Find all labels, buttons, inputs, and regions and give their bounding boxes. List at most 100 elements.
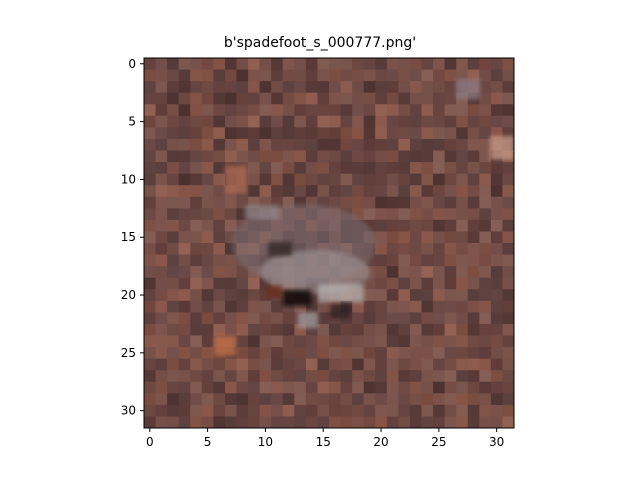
image-pixel	[340, 69, 353, 82]
image-pixel	[155, 243, 168, 256]
image-pixel	[178, 323, 191, 337]
image-pixel	[421, 370, 434, 383]
image-pixel	[294, 162, 307, 175]
image-pixel	[340, 196, 353, 209]
image-pixel	[386, 243, 399, 256]
image-pixel	[456, 185, 469, 198]
image-pixel	[490, 300, 504, 313]
image-pixel	[178, 335, 191, 348]
image-pixel	[386, 196, 399, 209]
image-pixel	[213, 115, 226, 128]
image-pixel	[178, 92, 191, 105]
image-pixel	[201, 393, 214, 406]
image-pixel	[271, 185, 284, 198]
image-pixel	[421, 277, 434, 290]
image-pixel	[467, 58, 480, 71]
image-pixel	[375, 266, 388, 279]
image-pixel	[386, 416, 399, 428]
image-pixel	[190, 323, 203, 337]
image-pixel	[224, 254, 238, 267]
image-pixel	[144, 347, 157, 360]
image-pixel	[340, 104, 353, 117]
image-pixel	[178, 162, 191, 175]
image-pixel	[444, 323, 457, 337]
image-pixel	[329, 404, 342, 418]
image-pixel	[259, 335, 272, 348]
image-pixel	[178, 416, 191, 428]
image-pixel	[375, 138, 388, 152]
image-pixel	[375, 254, 388, 267]
image-pixel	[479, 335, 492, 348]
image-pixel	[398, 58, 411, 71]
image-pixel	[340, 81, 353, 94]
image-pixel	[201, 196, 214, 209]
image-pixel	[456, 358, 469, 371]
image-pixel	[444, 173, 457, 186]
image-pixel	[433, 196, 446, 209]
image-pixel	[167, 393, 180, 406]
image-pixel	[352, 358, 365, 371]
image-pixel	[409, 416, 423, 428]
image-pixel	[317, 323, 330, 337]
image-pixel	[386, 370, 399, 383]
image-pixel	[433, 104, 446, 117]
image-pixel	[317, 162, 330, 175]
image-pixel	[317, 370, 330, 383]
image-pixel	[467, 347, 480, 360]
image-pixel	[467, 300, 480, 313]
image-pixel	[479, 58, 492, 71]
image-pixel	[363, 115, 376, 128]
image-pixel	[479, 277, 492, 290]
image-pixel	[490, 115, 504, 128]
x-tick-label: 30	[489, 435, 504, 449]
image-pixel	[398, 231, 411, 244]
image-pixel	[479, 81, 492, 94]
image-pixel	[259, 69, 272, 82]
image-pixel	[190, 196, 203, 209]
image-pixel	[271, 381, 284, 394]
image-pixel	[144, 69, 157, 82]
image-pixel	[479, 150, 492, 163]
image-pixel	[236, 58, 249, 71]
image-pixel	[433, 277, 446, 290]
image-pixel	[155, 92, 168, 105]
image-pixel	[421, 416, 434, 428]
image-pixel	[444, 300, 457, 313]
image-pixel	[178, 254, 191, 267]
image-pixel	[467, 243, 480, 256]
image-pixel	[305, 185, 319, 198]
image-pixel	[282, 323, 295, 337]
image-pixel	[201, 115, 214, 128]
image-pixel	[236, 347, 249, 360]
image-pixel	[467, 393, 480, 406]
image-pixel	[444, 404, 457, 418]
image-pixel	[444, 185, 457, 198]
image-pixel	[213, 243, 226, 256]
image-pixel	[490, 254, 504, 267]
image-pixel	[421, 69, 434, 82]
image-pixel	[201, 81, 214, 94]
image-pixel	[386, 58, 399, 71]
image-pixel	[409, 335, 423, 348]
image-pixel	[433, 404, 446, 418]
image-pixel	[502, 196, 514, 209]
image-pixel	[433, 138, 446, 152]
image-pixel	[329, 347, 342, 360]
image-pixel	[190, 92, 203, 105]
image-pixel	[467, 416, 480, 428]
image-pixel	[363, 69, 376, 82]
image-pixel	[421, 185, 434, 198]
image-pixel	[144, 150, 157, 163]
image-pixel	[282, 127, 295, 140]
image-pixel	[259, 416, 272, 428]
image-pixel	[144, 323, 157, 337]
image-pixel	[386, 219, 399, 233]
image-pixel	[317, 416, 330, 428]
image-pixel	[155, 370, 168, 383]
image-pixel	[352, 162, 365, 175]
image-pixel	[213, 289, 226, 302]
image-pixel	[467, 196, 480, 209]
y-tick-label: 25	[121, 346, 136, 360]
image-pixel	[421, 393, 434, 406]
image-pixel	[190, 381, 203, 394]
